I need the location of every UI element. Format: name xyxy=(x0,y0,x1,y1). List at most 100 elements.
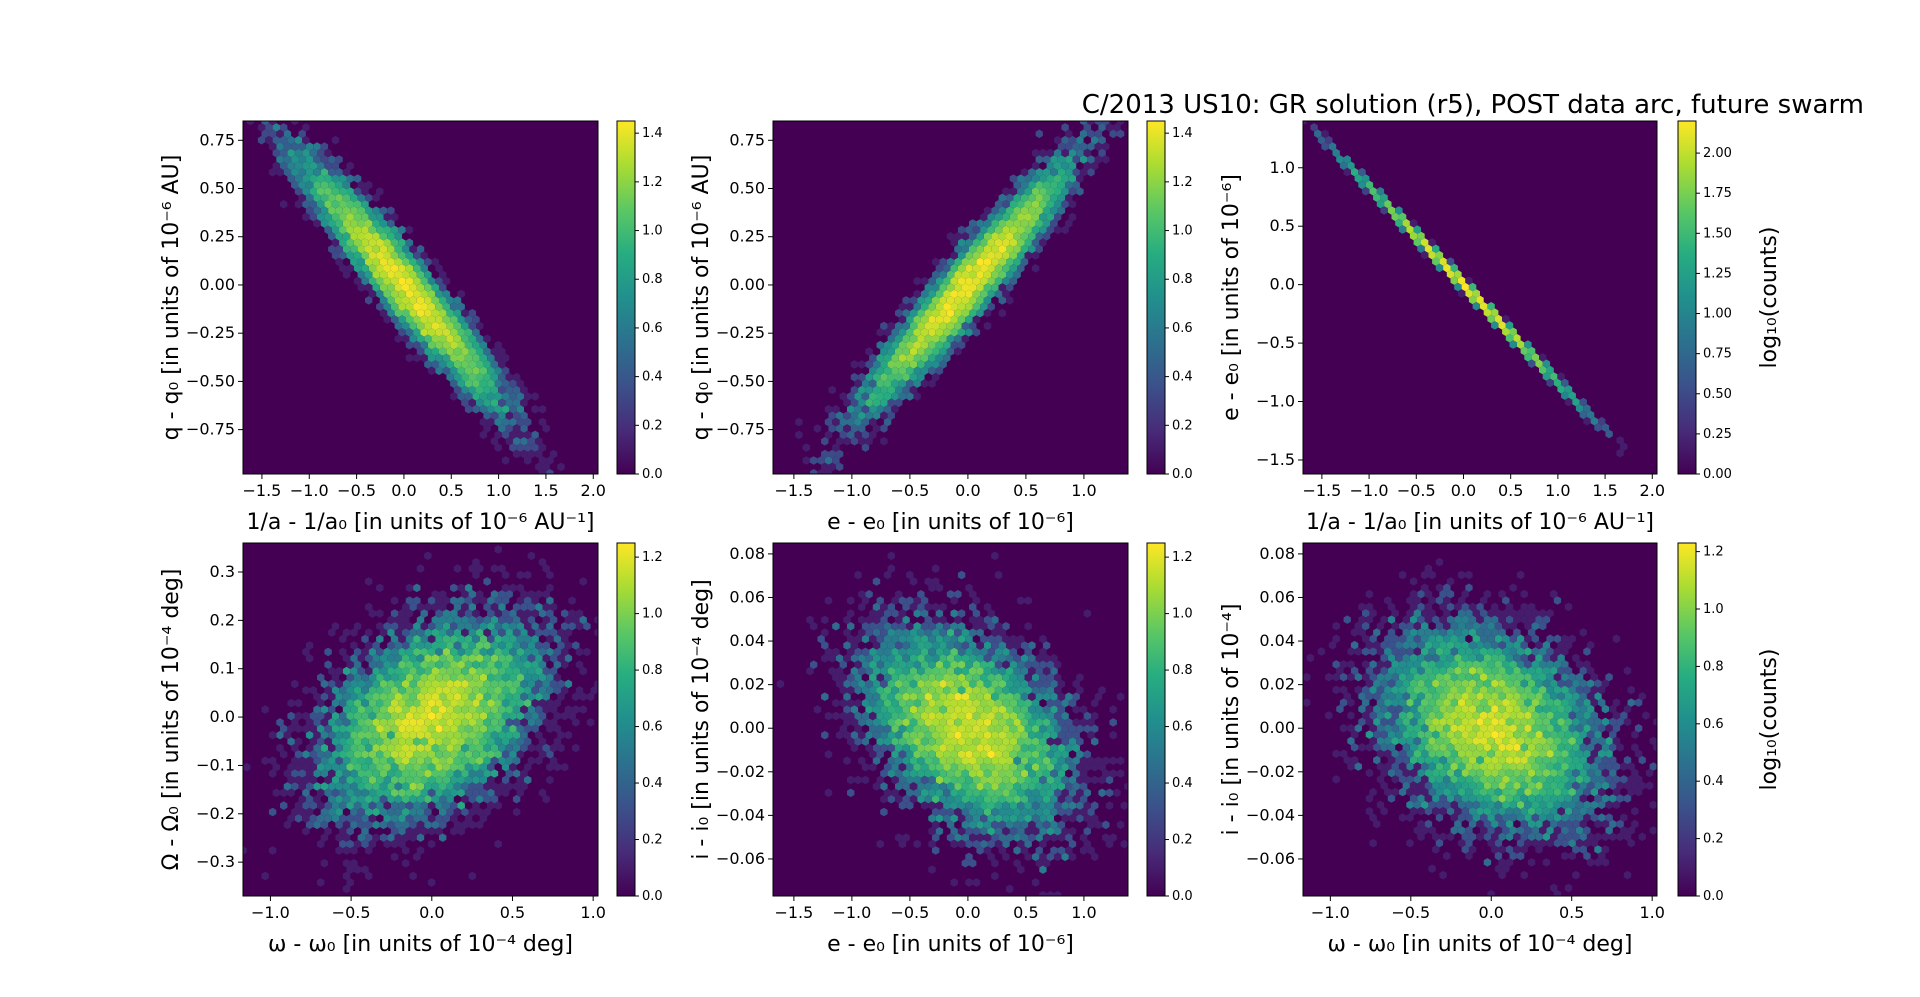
hex-cell xyxy=(994,622,1003,631)
hex-cell xyxy=(858,602,866,612)
hex-cell xyxy=(372,641,380,650)
hex-cell xyxy=(1054,801,1062,810)
hex-cell xyxy=(1509,851,1517,861)
hex-cell xyxy=(1542,807,1551,816)
hex-cell xyxy=(1354,685,1362,695)
y-tick-label: 0.50 xyxy=(199,179,235,198)
hex-cell xyxy=(442,340,451,350)
hex-cell xyxy=(1057,718,1066,727)
axes-frame xyxy=(1302,120,1658,475)
hex-cell xyxy=(1627,826,1635,835)
hex-cell xyxy=(950,724,958,733)
hex-cell xyxy=(1575,672,1584,682)
hex-cell xyxy=(935,353,944,363)
hex-cell xyxy=(524,430,532,440)
hex-cell xyxy=(1398,660,1407,669)
hex-cell xyxy=(880,424,888,433)
hex-cell xyxy=(1513,333,1521,343)
hex-cell xyxy=(476,769,484,778)
hex-cell xyxy=(1586,730,1595,739)
hex-cell xyxy=(821,641,829,650)
hex-cell xyxy=(342,232,351,241)
hex-cell xyxy=(1365,180,1374,190)
hex-cell xyxy=(1605,762,1613,771)
hex-cell xyxy=(1483,692,1492,701)
hex-cell xyxy=(1520,768,1528,778)
hex-cell xyxy=(1020,705,1029,714)
hex-cell xyxy=(932,270,940,279)
hex-cell xyxy=(553,737,561,746)
hex-cell xyxy=(1550,704,1558,714)
y-axis-label: q - q₀ [in units of 10⁻⁶ AU] xyxy=(159,155,184,441)
hex-cell xyxy=(1006,244,1014,254)
hex-cell xyxy=(954,308,962,318)
hex-cell xyxy=(909,692,918,701)
hex-cell xyxy=(546,698,554,708)
hex-cell xyxy=(998,730,1006,740)
hex-cell xyxy=(917,360,925,369)
hex-cell xyxy=(390,634,399,644)
hex-cell xyxy=(1054,200,1062,209)
hex-cell xyxy=(505,628,513,637)
hex-cell xyxy=(1072,769,1080,778)
hex-cell xyxy=(1054,775,1062,785)
hex-cell xyxy=(309,737,317,746)
hex-cell xyxy=(850,654,859,663)
hex-cell xyxy=(394,334,402,343)
hex-cell xyxy=(409,794,417,804)
hex-cell xyxy=(520,705,528,714)
hex-cell xyxy=(342,718,351,727)
hex-cell xyxy=(872,641,881,650)
hex-cell xyxy=(1550,679,1558,688)
hex-cell xyxy=(1428,711,1436,720)
hex-cell xyxy=(1042,756,1051,765)
hex-cell xyxy=(398,660,406,669)
hex-cell xyxy=(998,219,1006,228)
hex-cell xyxy=(416,321,425,331)
hex-cell xyxy=(450,660,458,669)
hex-cell xyxy=(983,756,992,765)
hex-cell xyxy=(847,622,855,631)
hex-cell xyxy=(405,302,414,311)
hex-cell xyxy=(843,628,851,637)
hex-cell xyxy=(865,743,873,753)
hex-cell xyxy=(1480,736,1488,746)
hex-cell xyxy=(291,121,299,126)
y-axis-label: q - q₀ [in units of 10⁻⁶ AU] xyxy=(689,155,714,441)
hex-cell xyxy=(957,660,966,669)
hex-cell xyxy=(394,679,402,689)
hex-cell xyxy=(1373,628,1381,637)
hex-cell xyxy=(1439,768,1447,778)
hex-cell xyxy=(1387,206,1396,215)
hex-cell xyxy=(1609,730,1617,739)
hex-cell xyxy=(994,634,1003,644)
hex-cell xyxy=(1017,865,1025,874)
hex-cell xyxy=(854,392,862,401)
hex-cell xyxy=(535,628,543,637)
hex-cell xyxy=(998,666,1006,676)
x-tick-label: −1.5 xyxy=(1302,481,1341,500)
hex-cell xyxy=(883,698,892,708)
hex-cell xyxy=(1428,238,1436,247)
hex-cell xyxy=(1068,788,1077,798)
hex-cell xyxy=(390,647,399,657)
hex-cell xyxy=(1494,813,1503,822)
hex-cell xyxy=(472,315,480,324)
hex-cell xyxy=(961,782,969,791)
hex-cell xyxy=(409,641,417,650)
hex-cell xyxy=(402,730,410,740)
hex-cell xyxy=(483,692,491,701)
hex-cell xyxy=(531,443,539,452)
hex-cell xyxy=(446,730,454,740)
hex-cell xyxy=(446,794,454,804)
hex-cell xyxy=(420,340,428,350)
hex-cell xyxy=(1601,679,1610,688)
hex-cell xyxy=(305,654,314,663)
hex-cell xyxy=(376,609,384,618)
hex-cell xyxy=(869,711,877,721)
hex-cell xyxy=(1398,570,1407,580)
hex-cell xyxy=(239,66,246,75)
hex-cell xyxy=(1601,423,1610,432)
hex-cell xyxy=(1380,781,1388,790)
hex-cell xyxy=(832,417,840,427)
